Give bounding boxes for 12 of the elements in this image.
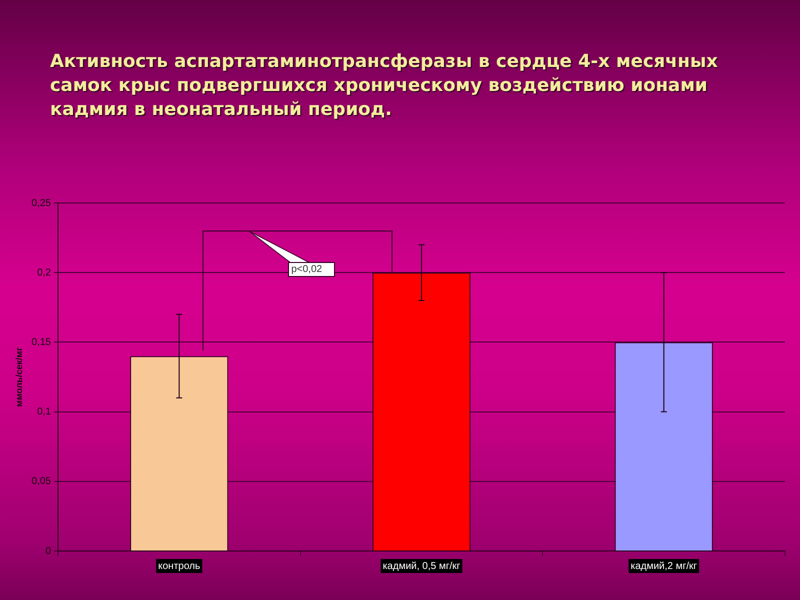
y-axis-title: ммоль/сек/мг — [14, 346, 24, 407]
y-tick-label: 0 — [45, 546, 52, 557]
chart-title: Активность аспартатаминотрансферазы в сердце 4-х месячных самок крыс подвергшихся хроническому воздействию ионами кадмия в неонатальный период. — [50, 50, 719, 122]
x-tick-label: кадмий,2 мг/кг — [630, 560, 698, 572]
x-tick-label: контроль — [158, 560, 200, 572]
annotation: p<0,02 — [288, 262, 336, 277]
y-tick-label: 0,15 — [32, 336, 52, 348]
y-tick-label: 0,1 — [37, 406, 52, 418]
y-tick-label: 0,2 — [37, 267, 52, 278]
y-tick-label: 0,25 — [32, 198, 52, 209]
y-tick-label: 0,05 — [32, 476, 52, 488]
x-tick-label: кадмий, 0,5 мг/кг — [382, 560, 461, 572]
